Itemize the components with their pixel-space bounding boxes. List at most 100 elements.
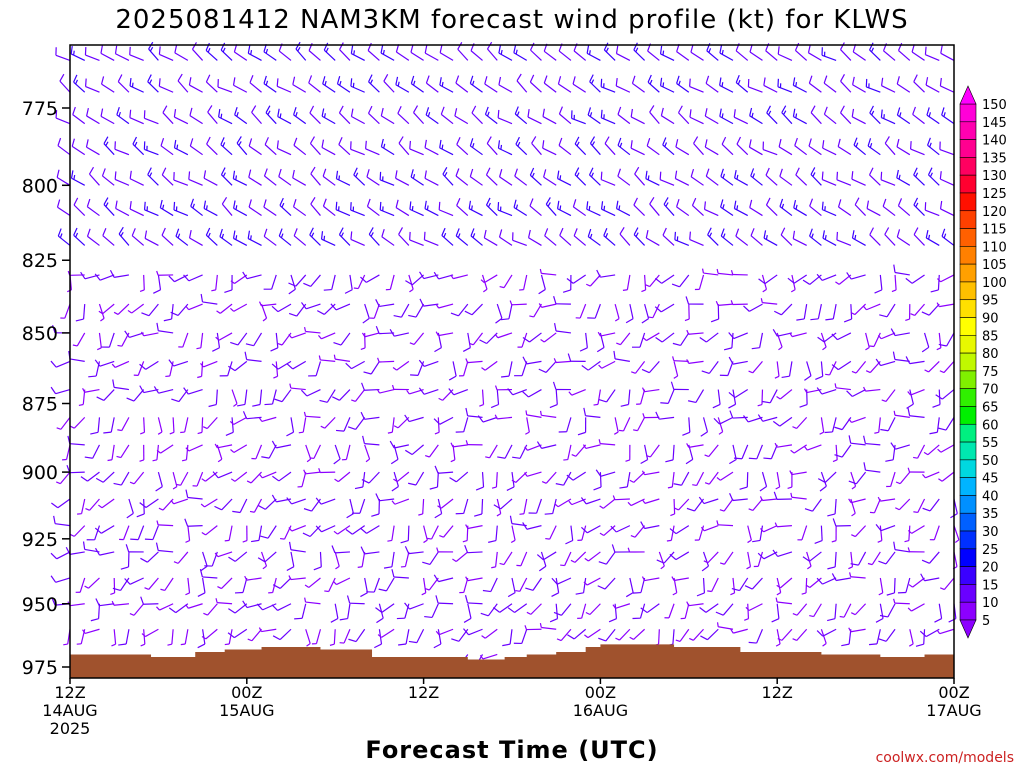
wind-barb <box>117 74 130 93</box>
wind-barb <box>810 167 822 186</box>
wind-barb <box>334 551 340 570</box>
wind-barb <box>748 139 763 156</box>
colorbar-label: 5 <box>982 614 990 629</box>
wind-barb <box>219 228 233 246</box>
wind-barb <box>111 360 130 368</box>
wind-barb <box>84 577 100 589</box>
y-tick-label: 875 <box>22 394 58 416</box>
wind-barb <box>911 44 925 61</box>
wind-barb <box>704 471 719 485</box>
wind-barb <box>789 470 807 476</box>
wind-barb <box>910 303 925 316</box>
wind-barb <box>705 168 719 186</box>
wind-barb <box>866 200 881 217</box>
wind-barb <box>879 303 896 318</box>
wind-barb <box>436 547 454 553</box>
colorbar-label: 135 <box>982 151 1007 166</box>
wind-barb <box>897 198 911 217</box>
wind-barb <box>881 389 896 403</box>
wind-barb <box>335 201 351 217</box>
wind-barb <box>808 75 822 93</box>
wind-barb <box>676 43 690 61</box>
wind-barb <box>516 551 528 567</box>
wind-barb <box>498 169 513 186</box>
wind-barb <box>333 525 351 535</box>
wind-barb <box>139 498 159 508</box>
wind-barb <box>220 42 233 61</box>
wind-barb <box>498 229 513 246</box>
wind-barb <box>869 42 881 61</box>
wind-barb <box>567 353 586 363</box>
wind-barb <box>477 415 498 423</box>
wind-barb <box>538 360 557 374</box>
wind-barb <box>129 603 145 616</box>
wind-barb <box>457 42 469 61</box>
wind-barb <box>882 198 896 217</box>
wind-barb <box>941 107 955 125</box>
wind-barb <box>303 469 321 475</box>
wind-barb <box>598 360 616 369</box>
wind-barb <box>939 77 955 93</box>
colorbar-label: 80 <box>982 347 999 362</box>
wind-barb <box>278 228 292 246</box>
wind-barb <box>279 197 292 216</box>
wind-barb <box>869 332 881 348</box>
wind-barb <box>759 496 778 502</box>
wind-barb <box>302 525 321 538</box>
wind-barb <box>716 520 734 527</box>
wind-barb <box>696 577 706 597</box>
wind-barb <box>292 169 307 186</box>
wind-barb <box>820 629 827 647</box>
wind-barb <box>263 75 277 93</box>
wind-barb <box>531 136 542 156</box>
wind-barb <box>228 551 248 562</box>
wind-barb <box>364 444 371 463</box>
wind-barb <box>584 551 601 562</box>
wind-barb <box>543 75 557 93</box>
wind-barb <box>167 629 174 646</box>
wind-barb <box>840 42 852 61</box>
colorbar-label: 35 <box>982 507 999 522</box>
wind-barb <box>852 44 866 61</box>
wind-barb <box>126 389 145 402</box>
wind-barb <box>869 227 881 246</box>
wind-barb <box>587 228 601 246</box>
wind-barb <box>70 170 86 186</box>
colorbar-segment <box>959 370 977 389</box>
wind-barb <box>499 551 513 566</box>
wind-barb <box>600 171 616 186</box>
wind-barb <box>924 202 940 217</box>
wind-barb <box>593 389 601 406</box>
y-tick-label: 950 <box>22 594 58 616</box>
wind-barb <box>293 137 307 156</box>
wind-barb <box>247 628 262 642</box>
wind-barb <box>781 361 793 379</box>
x-tick-label: 12Z <box>762 683 793 702</box>
wind-barb <box>452 551 469 562</box>
wind-barb <box>774 361 780 379</box>
wind-barb <box>391 384 409 391</box>
colorbar-label: 60 <box>982 418 999 433</box>
wind-barb <box>729 444 737 465</box>
wind-barb <box>687 389 705 404</box>
wind-barb <box>433 629 442 649</box>
wind-barb <box>676 199 690 217</box>
colorbar-label: 85 <box>982 329 999 344</box>
wind-barb <box>581 360 601 371</box>
wind-barb <box>689 231 704 246</box>
wind-barb <box>155 542 174 553</box>
wind-barb <box>615 77 631 93</box>
wind-barb <box>163 304 174 322</box>
wind-barb <box>362 435 380 446</box>
wind-barb <box>141 303 159 317</box>
wind-barb <box>184 518 203 527</box>
wind-barb <box>515 577 528 592</box>
wind-barb <box>109 269 130 278</box>
wind-barb <box>692 471 705 487</box>
wind-barb <box>78 389 86 407</box>
colorbar-label: 30 <box>982 525 999 540</box>
wind-barb <box>90 417 101 435</box>
wind-barb <box>507 388 527 396</box>
wind-barb <box>571 110 586 125</box>
wind-barb <box>94 547 115 556</box>
